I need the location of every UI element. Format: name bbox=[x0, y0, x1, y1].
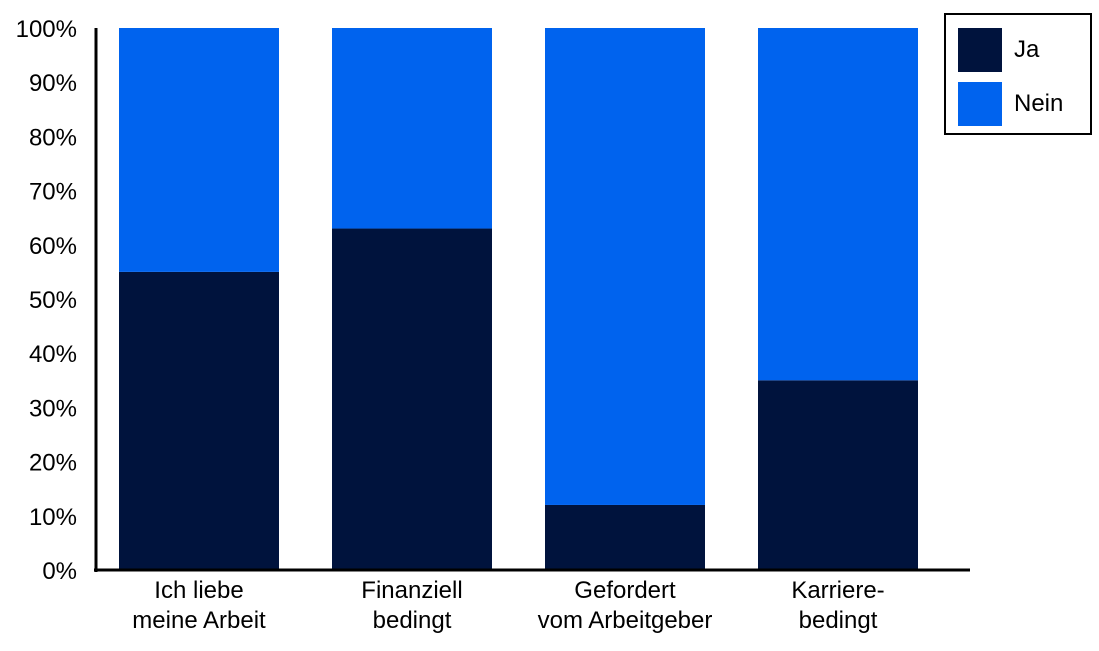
legend-label-nein: Nein bbox=[1014, 90, 1063, 117]
y-tick-label: 30% bbox=[29, 395, 77, 422]
legend-swatch-nein bbox=[958, 82, 1002, 126]
x-category-label: Karriere-bedingt bbox=[791, 577, 884, 634]
bars-group bbox=[119, 28, 918, 571]
y-tick-label: 0% bbox=[42, 558, 77, 585]
y-axis-ticks: 0% 10% 20% 30% 40% 50% 60% 70% 80% 90% 100% bbox=[16, 16, 77, 585]
legend-label-ja: Ja bbox=[1014, 36, 1040, 63]
legend-swatch-ja bbox=[958, 28, 1002, 72]
y-tick-label: 50% bbox=[29, 287, 77, 314]
legend: Ja Nein bbox=[944, 13, 1092, 135]
x-axis-categories: Ich liebe meine Arbeit Finanziell bedingt Ge… bbox=[132, 577, 884, 634]
y-tick-label: 60% bbox=[29, 233, 77, 260]
bar-ja-2 bbox=[332, 228, 492, 571]
bar-nein-1 bbox=[119, 28, 279, 272]
y-tick-label: 70% bbox=[29, 179, 77, 206]
y-tick-label: 20% bbox=[29, 450, 77, 477]
y-tick-label: 100% bbox=[16, 16, 77, 43]
bar-nein-4 bbox=[758, 28, 918, 381]
y-tick-label: 10% bbox=[29, 504, 77, 531]
x-category-label: Ich liebe meine Arbeit bbox=[132, 577, 266, 634]
y-tick-label: 90% bbox=[29, 70, 77, 97]
bar-ja-4 bbox=[758, 380, 918, 570]
bar-nein-3 bbox=[545, 28, 705, 505]
bar-ja-3 bbox=[545, 504, 705, 570]
x-category-label: Gefordert vom Arbeitgeber bbox=[538, 577, 713, 634]
y-tick-label: 80% bbox=[29, 124, 77, 151]
x-category-label: Finanziell bedingt bbox=[361, 577, 462, 634]
bar-ja-1 bbox=[119, 271, 279, 570]
bar-nein-2 bbox=[332, 28, 492, 229]
y-tick-label: 40% bbox=[29, 341, 77, 368]
